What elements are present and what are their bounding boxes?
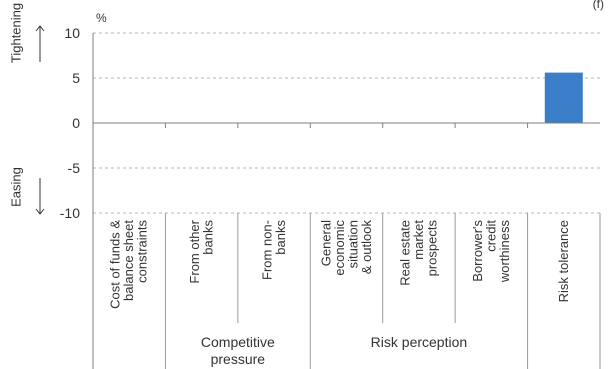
- group-label-line: Risk perception: [371, 334, 468, 350]
- easing-label: Easing: [8, 167, 23, 207]
- category-label-line: From non-: [259, 220, 274, 280]
- category-label-line: From other: [187, 219, 202, 283]
- y-tick-label: 5: [72, 70, 80, 86]
- category-label: From otherbanks: [187, 219, 216, 283]
- y-tick-label: 10: [64, 25, 80, 41]
- category-label: Cost of funds &balance sheetconstraints: [108, 220, 150, 309]
- category-label-line: situation: [345, 220, 360, 268]
- category-label-line: prospects: [424, 220, 439, 277]
- category-label-line: economic: [332, 220, 347, 276]
- group-label: Risk perception: [371, 334, 468, 350]
- bar: [544, 72, 583, 123]
- category-label-line: worthiness: [497, 220, 512, 284]
- tightening-label: Tightening: [8, 3, 23, 63]
- category-label: Generaleconomicsituation& outlook: [318, 220, 374, 276]
- y-unit-label: %: [96, 11, 107, 25]
- category-label-line: credit: [483, 220, 498, 252]
- y-tick-label: -10: [60, 205, 80, 221]
- group-label-line: Competitive: [201, 334, 275, 350]
- y-tick-label: -5: [68, 160, 81, 176]
- group-label: Competitive pressure: [201, 334, 275, 367]
- category-label-line: market: [411, 220, 426, 260]
- category-label-line: constraints: [135, 220, 150, 283]
- y-tick-label: 0: [72, 115, 80, 131]
- category-label-line: Risk tolerance: [556, 220, 571, 302]
- category-label-line: Borrower's: [470, 220, 485, 282]
- group-label-line: pressure: [211, 351, 266, 367]
- category-label-line: banks: [200, 220, 215, 255]
- corner-note: (f): [593, 0, 604, 11]
- category-label: Borrower'screditworthiness: [470, 220, 512, 284]
- category-label-line: banks: [273, 220, 288, 255]
- category-label-line: Cost of funds &: [108, 220, 123, 309]
- category-label: Risk tolerance: [556, 220, 571, 302]
- up-arrow-icon: [35, 25, 45, 62]
- category-label-line: Real estate: [397, 220, 412, 286]
- category-label-line: balance sheet: [121, 220, 136, 301]
- category-label-line: General: [318, 220, 333, 266]
- category-label: Real estatemarketprospects: [397, 220, 439, 286]
- category-label-line: & outlook: [359, 220, 374, 275]
- category-label: From non-banks: [259, 220, 288, 280]
- down-arrow-icon: [35, 178, 45, 215]
